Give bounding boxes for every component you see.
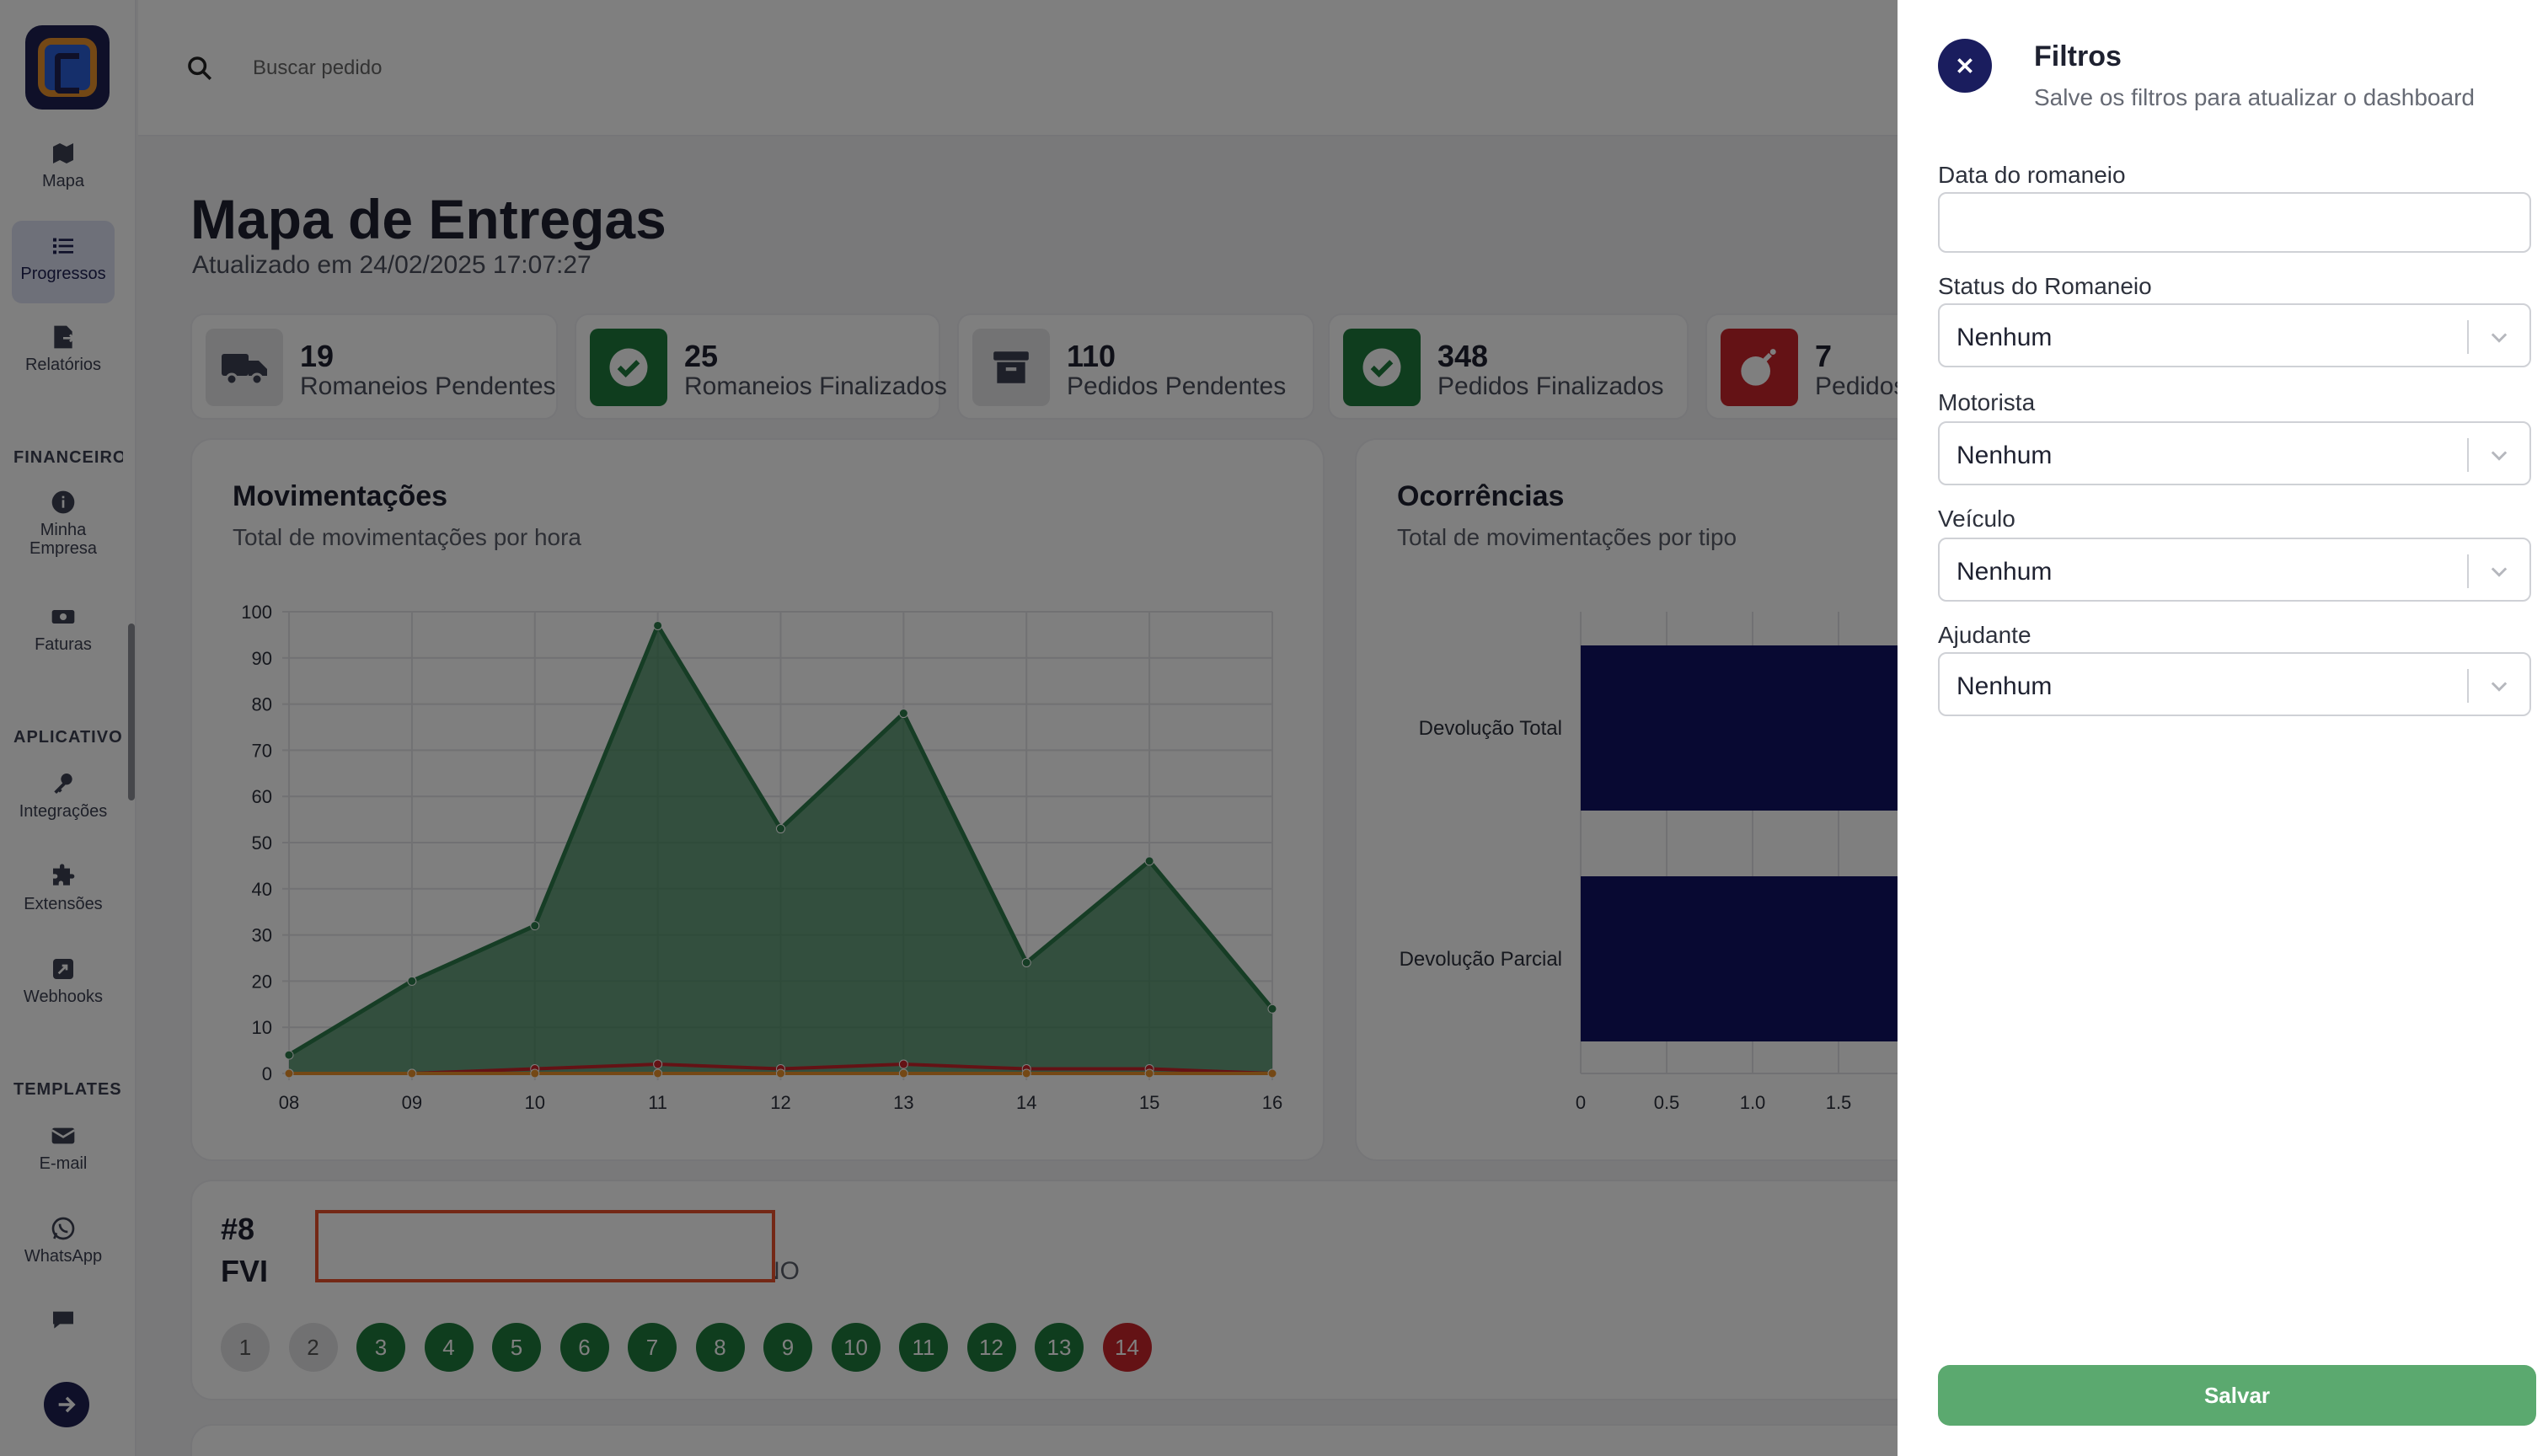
motorista-value: Nenhum	[1956, 442, 2053, 469]
chevron-down-icon	[2491, 567, 2508, 577]
status-value: Nenhum	[1956, 324, 2053, 351]
chevron-down-icon	[2491, 682, 2508, 692]
select-divider	[2467, 438, 2469, 472]
veiculo-select[interactable]: Nenhum	[1938, 538, 2531, 602]
chevron-down-icon	[2491, 333, 2508, 343]
save-button[interactable]: Salvar	[1938, 1365, 2536, 1426]
motorista-label: Motorista	[1938, 389, 2036, 415]
motorista-select[interactable]: Nenhum	[1938, 421, 2531, 485]
veiculo-value: Nenhum	[1956, 558, 2053, 586]
status-label: Status do Romaneio	[1938, 273, 2152, 299]
veiculo-label: Veículo	[1938, 506, 2015, 532]
close-button[interactable]	[1938, 39, 1992, 93]
ajudante-label: Ajudante	[1938, 622, 2031, 648]
ajudante-value: Nenhum	[1956, 672, 2053, 700]
modal-backdrop[interactable]	[0, 0, 1898, 1456]
select-divider	[2467, 320, 2469, 354]
date-field[interactable]	[1938, 192, 2531, 253]
drawer-title: Filtros	[2034, 40, 2122, 72]
date-label: Data do romaneio	[1938, 162, 2126, 188]
select-divider	[2467, 554, 2469, 588]
select-divider	[2467, 669, 2469, 703]
status-select[interactable]: Nenhum	[1938, 303, 2531, 367]
filters-drawer: Filtros Salve os filtros para atualizar …	[1898, 0, 2548, 1456]
drawer-subtitle: Salve os filtros para atualizar o dashbo…	[2034, 84, 2475, 110]
ajudante-select[interactable]: Nenhum	[1938, 652, 2531, 716]
chevron-down-icon	[2491, 451, 2508, 461]
close-icon	[1957, 58, 1973, 73]
